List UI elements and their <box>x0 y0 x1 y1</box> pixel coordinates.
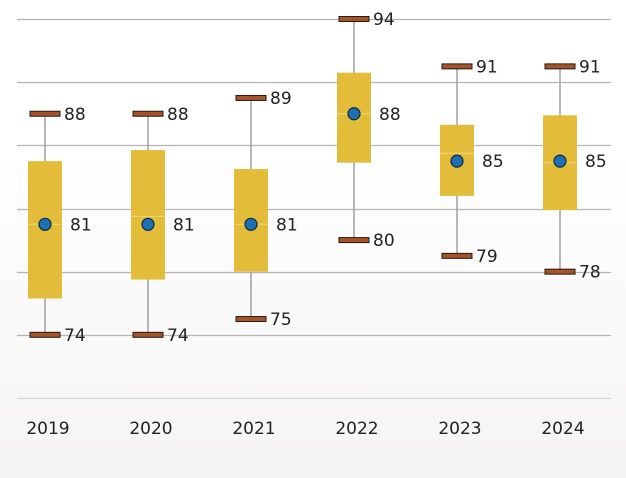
max-label: 88 <box>64 105 86 125</box>
max-label: 94 <box>373 10 395 30</box>
box-group-2024: 91 78 85 <box>543 57 607 283</box>
mean-marker <box>244 217 258 231</box>
min-cap <box>235 316 267 323</box>
max-cap <box>338 16 370 22</box>
max-cap <box>29 110 61 117</box>
box-group-2022: 94 80 88 <box>337 10 401 251</box>
mean-marker <box>553 154 567 168</box>
mean-marker <box>141 217 155 231</box>
max-cap <box>132 110 164 117</box>
x-tick-label: 2022 <box>335 419 378 439</box>
box-group-2023: 91 79 85 <box>440 57 504 267</box>
mean-label: 81 <box>276 215 298 235</box>
x-tick-label: 2019 <box>26 419 69 439</box>
mean-marker <box>450 154 464 168</box>
min-cap <box>29 331 61 338</box>
boxes: 88 74 81 88 74 81 89 75 81 94 80 88 91 79 85 91 78 85 <box>28 10 607 346</box>
max-label: 89 <box>270 89 292 109</box>
max-cap <box>235 94 267 101</box>
mean-label: 88 <box>379 105 401 125</box>
max-label: 91 <box>476 57 498 77</box>
mean-label: 81 <box>173 215 195 235</box>
min-label: 75 <box>270 310 292 330</box>
x-tick-label: 2023 <box>438 419 481 439</box>
box-group-2019: 88 74 81 <box>28 105 92 346</box>
mean-label: 85 <box>482 152 504 172</box>
mean-label: 81 <box>70 215 92 235</box>
max-label: 91 <box>579 57 601 77</box>
min-cap <box>132 331 164 338</box>
max-cap <box>544 63 576 70</box>
min-cap <box>544 268 576 275</box>
min-label: 80 <box>373 231 395 251</box>
x-tick-label: 2021 <box>232 419 275 439</box>
min-label: 79 <box>476 247 498 267</box>
mean-marker <box>38 217 52 231</box>
min-label: 78 <box>579 263 601 283</box>
x-tick-label: 2020 <box>129 419 172 439</box>
min-label: 74 <box>64 326 86 346</box>
max-cap <box>441 63 473 70</box>
x-tick-label: 2024 <box>541 419 584 439</box>
box-group-2021: 89 75 81 <box>234 89 298 330</box>
iqr-box <box>131 150 165 280</box>
x-axis-ticks: 2019 2020 2021 2022 2023 2024 <box>26 419 584 439</box>
max-label: 88 <box>167 105 189 125</box>
box-group-2020: 88 74 81 <box>131 105 195 346</box>
mean-label: 85 <box>585 152 607 172</box>
gridlines <box>17 18 611 400</box>
min-label: 74 <box>167 326 189 346</box>
min-cap <box>338 237 370 244</box>
min-cap <box>441 252 473 259</box>
mean-marker <box>347 107 361 121</box>
